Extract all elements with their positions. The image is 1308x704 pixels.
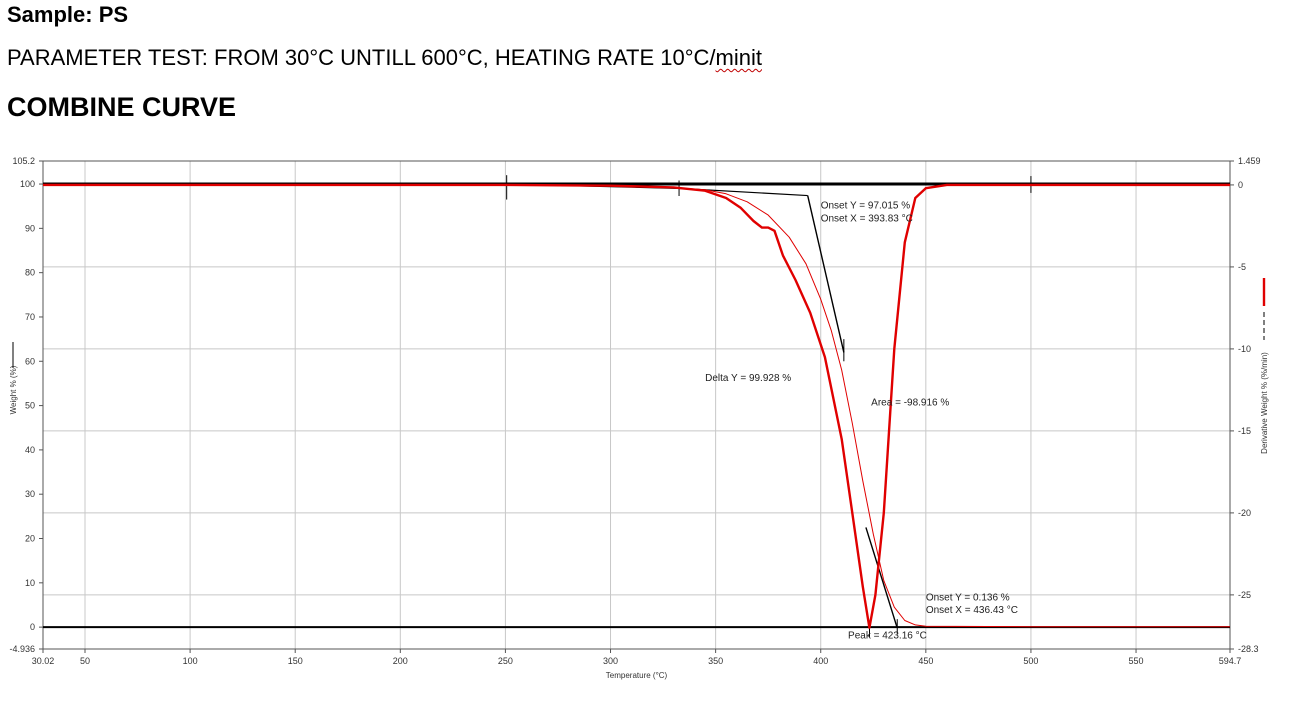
x-axis-ticks: 30.02 50 100 150 200 250 300 350 400 450 500 550 594…	[32, 649, 1242, 666]
y-tick-label: -4.936	[9, 644, 35, 654]
y2-tick-label: -5	[1238, 262, 1246, 272]
x-tick-label: 30.02	[32, 656, 55, 666]
y-axis-label: Weight % (%)	[9, 365, 18, 414]
x-axis-label: Temperature (°C)	[606, 671, 668, 680]
x-tick-label: 594.7	[1219, 656, 1242, 666]
analysis-construction-lines	[43, 175, 1230, 637]
x-tick-label: 150	[288, 656, 303, 666]
y-tick-label: 30	[25, 489, 35, 499]
x-tick-label: 500	[1023, 656, 1038, 666]
y2-axis-label: Derivative Weight % (%/min)	[1260, 352, 1269, 454]
sample-title: Sample: PS	[7, 2, 129, 27]
combine-curve-heading: COMBINE CURVE	[7, 92, 237, 122]
annotation-label: Delta Y = 99.928 %	[705, 373, 791, 384]
parameter-text: PARAMETER TEST: FROM 30°C UNTILL 600°C, …	[7, 45, 762, 71]
x-tick-label: 400	[813, 656, 828, 666]
y2-tick-label: -25	[1238, 590, 1251, 600]
y-tick-label: 105.2	[12, 156, 35, 166]
x-tick-label: 50	[80, 656, 90, 666]
y-tick-label: 100	[20, 179, 35, 189]
y-tick-label: 70	[25, 312, 35, 322]
annotation-label: Onset X = 436.43 °C	[926, 605, 1018, 616]
derivative-weight-line	[43, 183, 1230, 629]
plot-frame	[42, 160, 1231, 650]
y2-tick-label: -10	[1238, 344, 1251, 354]
annotation-label: Peak = 423.16 °C	[848, 631, 927, 642]
parameter-unit-text: minit	[715, 45, 762, 70]
y-tick-label: 90	[25, 223, 35, 233]
annotations: Onset Y = 97.015 % Onset X = 393.83 °C Del…	[705, 200, 1018, 641]
annotation-label: Onset X = 393.83 °C	[821, 214, 913, 225]
y2-tick-label: -28.3	[1238, 644, 1259, 654]
y2-tick-label: -20	[1238, 508, 1251, 518]
data-series	[43, 183, 1230, 629]
y2-tick-label: 1.459	[1238, 156, 1261, 166]
construction-line	[807, 195, 845, 353]
chart-grid	[43, 161, 1230, 649]
x-tick-label: 250	[498, 656, 513, 666]
x-tick-label: 300	[603, 656, 618, 666]
y2-tick-label: -15	[1238, 426, 1251, 436]
x-tick-label: 450	[918, 656, 933, 666]
weight-percent-line	[43, 184, 1230, 628]
construction-line	[865, 527, 898, 627]
annotation-label: Onset Y = 97.015 %	[821, 200, 911, 211]
y2-tick-label: 0	[1238, 180, 1243, 190]
parameter-main-text: PARAMETER TEST: FROM 30°C UNTILL 600°C, …	[7, 45, 716, 70]
y-tick-label: 50	[25, 401, 35, 411]
y-tick-label: 60	[25, 356, 35, 366]
x-tick-label: 550	[1129, 656, 1144, 666]
y-tick-label: 80	[25, 268, 35, 278]
y-tick-label: 0	[30, 622, 35, 632]
x-tick-label: 200	[393, 656, 408, 666]
x-tick-label: 100	[183, 656, 198, 666]
y2-axis-ticks: 1.459 0 -5 -10 -15 -20 -25 -28.3	[1230, 156, 1261, 654]
y-tick-label: 10	[25, 578, 35, 588]
y-tick-label: 20	[25, 534, 35, 544]
x-tick-label: 350	[708, 656, 723, 666]
annotation-label: Onset Y = 0.136 %	[926, 593, 1010, 604]
y-tick-label: 40	[25, 445, 35, 455]
annotation-label: Area = -98.916 %	[871, 398, 949, 409]
